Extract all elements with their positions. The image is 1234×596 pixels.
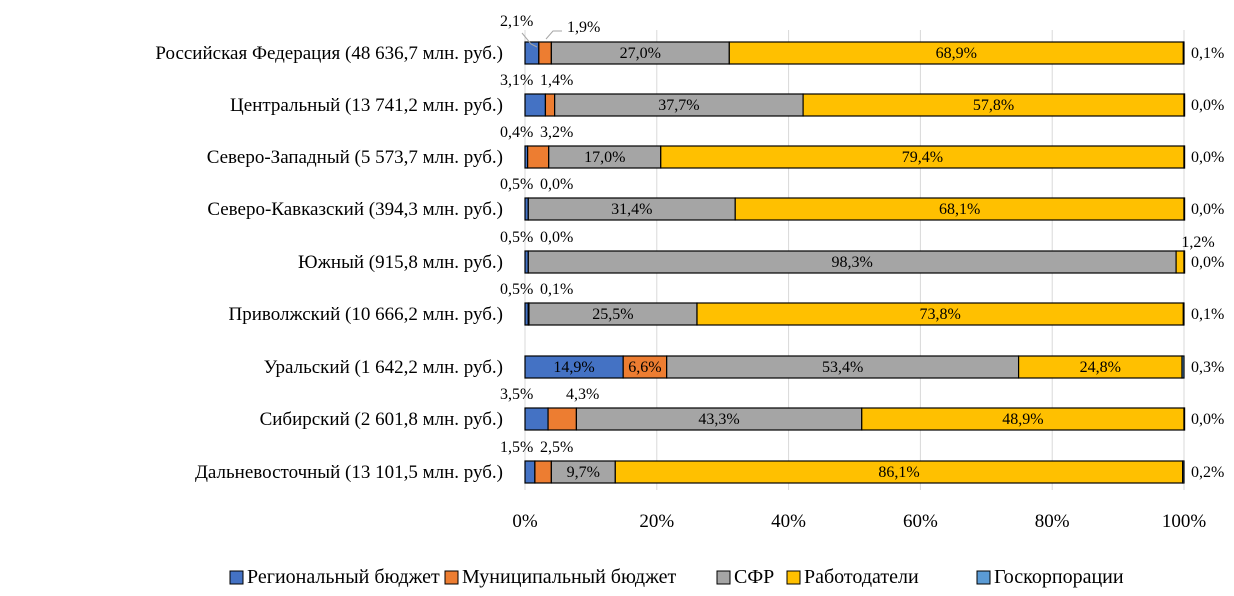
bar-segment bbox=[524, 460, 536, 484]
data-label: 0,4% bbox=[500, 124, 533, 141]
data-label: 0,5% bbox=[500, 281, 533, 298]
category-label: Северо-Кавказский (394,3 млн. руб.) bbox=[207, 199, 503, 220]
bar-segment bbox=[534, 460, 552, 484]
data-label: 0,0% bbox=[540, 176, 573, 193]
data-label: 0,5% bbox=[500, 176, 533, 193]
data-label: 2,5% bbox=[540, 439, 573, 456]
data-label: 0,0% bbox=[1191, 201, 1224, 218]
bar-segment bbox=[1182, 302, 1185, 326]
data-label: 0,0% bbox=[1191, 149, 1224, 166]
data-label: 1,5% bbox=[500, 439, 533, 456]
category-label: Южный (915,8 млн. руб.) bbox=[298, 252, 503, 273]
legend-label: Госкорпорации bbox=[994, 566, 1124, 588]
data-label: 4,3% bbox=[566, 386, 599, 403]
category-label: Уральский (1 642,2 млн. руб.) bbox=[264, 357, 503, 378]
category-labels: Российская Федерация (48 636,7 млн. руб.… bbox=[155, 43, 503, 483]
bar-segment bbox=[524, 407, 549, 431]
data-label: 1,9% bbox=[567, 19, 600, 36]
data-label: 0,1% bbox=[1191, 306, 1224, 323]
data-label: 3,5% bbox=[500, 386, 533, 403]
data-label: 0,1% bbox=[540, 281, 573, 298]
leader-line bbox=[545, 30, 562, 40]
bar-segment bbox=[544, 93, 556, 117]
data-label: 0,5% bbox=[500, 229, 533, 246]
bar-segment bbox=[1182, 41, 1185, 65]
data-label: 0,0% bbox=[540, 229, 573, 246]
data-label: 1,2% bbox=[1181, 234, 1214, 251]
bar-segment bbox=[538, 41, 552, 65]
bar-segment bbox=[1183, 250, 1186, 274]
data-label: 48,9% bbox=[1002, 411, 1043, 428]
x-axis-ticks: 0% 20% 40% 60% 80% 100% bbox=[512, 511, 1206, 532]
x-tick-label: 40% bbox=[771, 511, 806, 532]
data-label: 37,7% bbox=[658, 97, 699, 114]
bar-segment bbox=[1183, 93, 1186, 117]
category-label: Российская Федерация (48 636,7 млн. руб.… bbox=[155, 43, 503, 64]
data-label: 0,0% bbox=[1191, 97, 1224, 114]
data-label: 3,1% bbox=[500, 72, 533, 89]
legend: Региональный бюджет Муниципальный бюджет С… bbox=[229, 566, 1124, 588]
data-label: 57,8% bbox=[973, 97, 1014, 114]
x-tick-label: 20% bbox=[639, 511, 674, 532]
x-tick-label: 80% bbox=[1035, 511, 1070, 532]
bar-segment bbox=[1175, 250, 1185, 274]
data-label: 98,3% bbox=[832, 254, 873, 271]
category-label: Приволжский (10 666,2 млн. руб.) bbox=[229, 304, 504, 325]
data-labels-layer: 27,0% 68,9% 0,1% 2,1% 1,9% 37,7% 57,8% 0,0% 3,1%… bbox=[500, 13, 1224, 481]
data-label: 43,3% bbox=[698, 411, 739, 428]
bar-segment bbox=[1183, 145, 1186, 169]
legend-swatch bbox=[229, 570, 244, 585]
data-label: 0,1% bbox=[1191, 45, 1224, 62]
data-label: 17,0% bbox=[584, 149, 625, 166]
bar-segment bbox=[524, 93, 547, 117]
bar-segment bbox=[1182, 460, 1185, 484]
category-label: Центральный (13 741,2 млн. руб.) bbox=[230, 95, 503, 116]
x-tick-label: 100% bbox=[1162, 511, 1207, 532]
data-label: 1,4% bbox=[540, 72, 573, 89]
leader-line bbox=[521, 32, 538, 48]
legend-label: Работодатели bbox=[804, 566, 919, 588]
legend-label: Региональный бюджет bbox=[247, 566, 440, 588]
data-label: 3,2% bbox=[540, 124, 573, 141]
legend-swatch bbox=[716, 570, 731, 585]
bar-segment bbox=[524, 41, 540, 65]
data-label: 25,5% bbox=[592, 306, 633, 323]
data-label: 27,0% bbox=[620, 45, 661, 62]
category-label: Северо-Западный (5 573,7 млн. руб.) bbox=[207, 147, 503, 168]
bar-segment bbox=[547, 407, 578, 431]
bars-layer bbox=[524, 41, 1186, 484]
data-label: 86,1% bbox=[878, 464, 919, 481]
data-label: 14,9% bbox=[553, 359, 594, 376]
data-label: 0,2% bbox=[1191, 464, 1224, 481]
bar-segment bbox=[1181, 355, 1185, 379]
data-label: 2,1% bbox=[500, 13, 533, 30]
data-label: 68,9% bbox=[936, 45, 977, 62]
category-label: Дальневосточный (13 101,5 млн. руб.) bbox=[195, 462, 503, 483]
bar-segment bbox=[1183, 197, 1186, 221]
legend-swatch bbox=[976, 570, 991, 585]
data-label: 0,3% bbox=[1191, 359, 1224, 376]
legend-swatch bbox=[444, 570, 459, 585]
legend-label: Муниципальный бюджет bbox=[462, 566, 677, 588]
bar-segment bbox=[527, 145, 550, 169]
legend-label: СФР bbox=[734, 566, 774, 588]
data-label: 6,6% bbox=[628, 359, 661, 376]
data-label: 53,4% bbox=[822, 359, 863, 376]
x-tick-label: 0% bbox=[512, 511, 538, 532]
data-label: 9,7% bbox=[567, 464, 600, 481]
legend-swatch bbox=[786, 570, 801, 585]
data-label: 24,8% bbox=[1080, 359, 1121, 376]
category-label: Сибирский (2 601,8 млн. руб.) bbox=[260, 409, 503, 430]
data-label: 31,4% bbox=[611, 201, 652, 218]
bar-segment bbox=[1183, 407, 1186, 431]
x-tick-label: 60% bbox=[903, 511, 938, 532]
data-label: 0,0% bbox=[1191, 254, 1224, 271]
data-label: 68,1% bbox=[939, 201, 980, 218]
data-label: 0,0% bbox=[1191, 411, 1224, 428]
data-label: 73,8% bbox=[920, 306, 961, 323]
data-label: 79,4% bbox=[902, 149, 943, 166]
